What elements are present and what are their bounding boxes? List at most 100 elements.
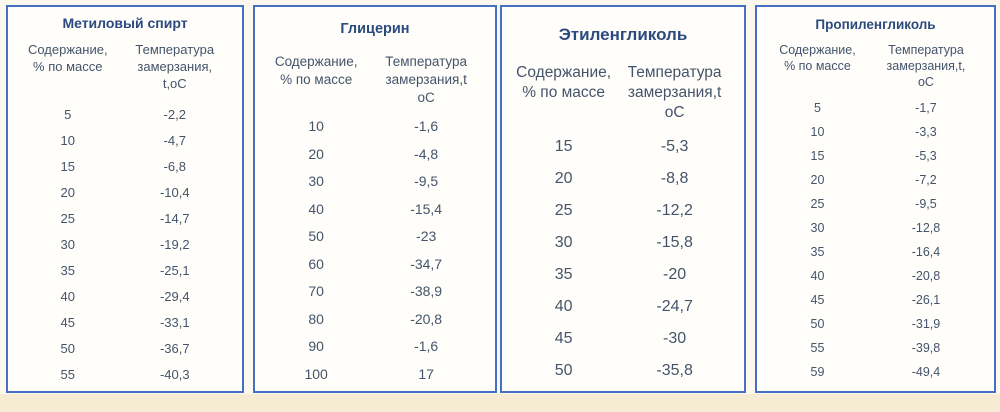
concentration-value: 40 [60,289,75,304]
freezing-temp-value: -35,8 [656,362,693,379]
table-title: Глицерин [340,21,410,37]
concentration-value: 35 [810,245,825,259]
table-row: 15 -6,8 [18,154,232,180]
concentration-value: 15 [554,138,573,155]
freezing-temp-value: -36,7 [159,341,190,356]
col-header-concentration: Содержание, % по массе [516,64,612,101]
col-header-freezing-temp: Температура замерзания,t оС [627,64,722,121]
table-row: 5 -1,7 [767,96,984,120]
freezing-temp-value: -4,8 [414,145,439,162]
freezing-temp-value: -38,9 [410,283,443,299]
table-row: 20 -8,8 [512,163,734,195]
col-header-freezing-temp: Температура замерзания,t оС [385,54,468,105]
freezing-temp-value: -39,8 [911,341,941,355]
col-header-concentration: Содержание, % по массе [27,42,108,74]
table-row: 10 -3,3 [767,120,984,144]
concentration-value: 50 [554,362,573,379]
table-row: 55 -40,3 [18,362,232,388]
table-row: 45 -26,1 [767,288,984,312]
table-row: 90 -1,6 [265,333,485,361]
table-row: 20 -7,2 [767,168,984,192]
concentration-value: 10 [810,125,825,139]
concentration-value: 15 [810,149,825,163]
concentration-value: 5 [813,101,821,115]
table-row: 80 -20,8 [265,306,485,334]
concentration-value: 90 [308,338,324,354]
freezing-temp-value: -20,8 [911,269,941,283]
concentration-value: 30 [308,173,324,189]
concentration-value: 25 [810,197,825,211]
concentration-value: 10 [308,118,324,134]
table-row: 25 -12,2 [512,195,734,227]
table-body: 15 -5,3 20 -8,8 25 -12,2 30 -15,8 35 -20 40 -24,7 45… [502,131,744,387]
concentration-value: 45 [60,315,75,330]
table-row: 20 -4,8 [265,141,485,169]
table-row: 40 -15,4 [265,196,485,224]
freezing-temp-value: -29,4 [159,289,190,304]
table-row: 45 -30 [512,323,734,355]
table-row: 70 -38,9 [265,278,485,306]
table-body: 5 -2,2 10 -4,7 15 -6,8 20 -10,4 25 -14,7 30 -19,2 35… [8,102,242,388]
concentration-value: 55 [810,341,825,355]
concentration-value: 100 [304,365,328,382]
table-methyl-alcohol: Метиловый спирт Содержание, % по массе Т… [6,5,244,393]
table-row: 30 -12,8 [767,216,984,240]
freezing-temp-value: -1,6 [414,118,439,134]
table-body: 10 -1,6 20 -4,8 30 -9,5 40 -15,4 50 -23 60 -34,7 70 -… [255,113,495,388]
concentration-value: 40 [308,200,324,217]
concentration-value: 30 [810,221,825,235]
freezing-temp-value: -20,8 [410,310,443,327]
freezing-temp-value: -5,3 [660,138,689,155]
freezing-temp-value: -15,4 [410,200,443,217]
freezing-temp-value: -9,5 [915,197,937,211]
freezing-temp-value: -6,8 [163,159,186,174]
concentration-value: 60 [308,255,324,272]
concentration-value: 20 [308,145,324,162]
freezing-temp-value: -26,1 [911,293,941,307]
table-row: 5 -2,2 [18,102,232,128]
table-row: 35 -16,4 [767,240,984,264]
table-row: 40 -24,7 [512,291,734,323]
table-title: Пропиленгликоль [815,17,936,32]
table-row: 100 17 [265,361,485,389]
freezing-temp-value: -16,4 [911,245,941,259]
concentration-value: 45 [554,330,573,347]
freezing-temp-value: 17 [418,365,434,382]
concentration-value: 50 [810,317,825,331]
table-row: 59 -49,4 [767,360,984,384]
concentration-value: 30 [60,237,75,252]
concentration-value: 25 [554,202,573,219]
concentration-value: 55 [60,367,75,382]
table-row: 10 -1,6 [265,113,485,141]
freezing-temp-value: -15,8 [656,234,693,251]
table-header-row: Содержание, % по массе Температура замер… [255,53,495,107]
freezing-temp-value: -24,7 [656,298,693,315]
concentration-value: 70 [308,283,324,299]
freezing-temp-value: -7,2 [915,173,937,187]
table-header-row: Содержание, % по массе Температура замер… [8,41,242,92]
freezing-temp-value: -12,2 [656,202,693,219]
table-row: 50 -23 [265,223,485,251]
concentration-value: 30 [554,234,573,251]
freezing-temp-value: -31,9 [911,317,941,331]
table-title: Этиленгликоль [558,25,688,44]
table-row: 10 -4,7 [18,128,232,154]
table-row: 15 -5,3 [512,131,734,163]
freezing-temp-value: -10,4 [159,185,190,200]
col-header-concentration: Содержание, % по массе [779,43,856,73]
freezing-temp-value: -4,7 [163,133,186,148]
concentration-value: 5 [64,107,72,122]
table-row: 40 -29,4 [18,284,232,310]
freezing-temp-value: -30 [663,330,687,347]
concentration-value: 40 [810,269,825,283]
table-row: 30 -19,2 [18,232,232,258]
concentration-value: 20 [810,173,825,187]
table-row: 55 -39,8 [767,336,984,360]
table-row: 25 -14,7 [18,206,232,232]
freezing-temp-value: -33,1 [159,315,190,330]
table-title: Метиловый спирт [62,15,188,31]
table-row: 35 -20 [512,259,734,291]
freezing-temp-value: -1,6 [414,338,439,354]
table-ethylene-glycol: Этиленгликоль Содержание, % по массе Тем… [500,5,746,393]
table-row: 30 -9,5 [265,168,485,196]
